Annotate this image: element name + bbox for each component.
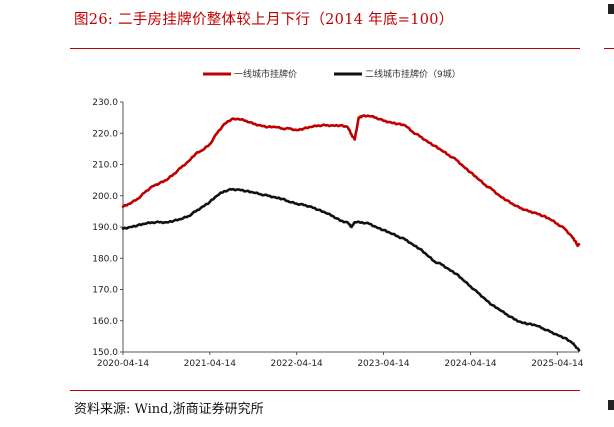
page-edge-mark	[608, 4, 614, 14]
y-tick-label: 190.0	[92, 223, 118, 233]
y-tick-label: 180.0	[92, 254, 118, 264]
y-tick-label: 160.0	[92, 317, 118, 327]
y-tick-label: 200.0	[92, 192, 118, 202]
source-note: 资料来源: Wind,浙商证券研究所	[74, 402, 264, 417]
legend-label-series-2: 二线城市挂牌价（9城）	[365, 68, 461, 80]
page-edge-rule	[604, 48, 614, 49]
series-layer	[121, 114, 581, 352]
x-tick-label: 2020-04-14	[97, 359, 150, 369]
x-tick-label: 2021-04-14	[184, 359, 237, 369]
legend: 一线城市挂牌价 二线城市挂牌价（9城）	[203, 68, 461, 80]
legend-label-series-1: 一线城市挂牌价	[234, 68, 297, 80]
x-tick-label: 2024-04-14	[444, 359, 497, 369]
x-tick-label: 2025-04-14	[531, 359, 584, 369]
y-tick-label: 210.0	[92, 161, 118, 171]
page-edge-mark	[608, 400, 614, 410]
y-tick-label: 230.0	[92, 98, 118, 108]
source-divider	[70, 390, 580, 391]
series-line-1	[121, 114, 581, 248]
y-axis-ticks: 150.0 160.0 170.0 180.0 190.0 200.0 210.0 220.0…	[92, 98, 123, 358]
series-line-2	[121, 187, 581, 352]
title-divider	[70, 48, 580, 49]
line-chart: 一线城市挂牌价 二线城市挂牌价（9城） 150.0 160.0 170.0 180.0…	[92, 68, 584, 369]
x-axis-ticks: 2020-04-14 2021-04-14 2022-04-14 2023-04-14…	[97, 352, 584, 369]
figure-title: 图26: 二手房挂牌价整体较上月下行（2014 年底=100）	[74, 12, 454, 28]
x-tick-label: 2023-04-14	[357, 359, 410, 369]
y-tick-label: 220.0	[92, 129, 118, 139]
y-tick-label: 150.0	[92, 348, 118, 358]
y-tick-label: 170.0	[92, 286, 118, 296]
x-tick-label: 2022-04-14	[270, 359, 323, 369]
